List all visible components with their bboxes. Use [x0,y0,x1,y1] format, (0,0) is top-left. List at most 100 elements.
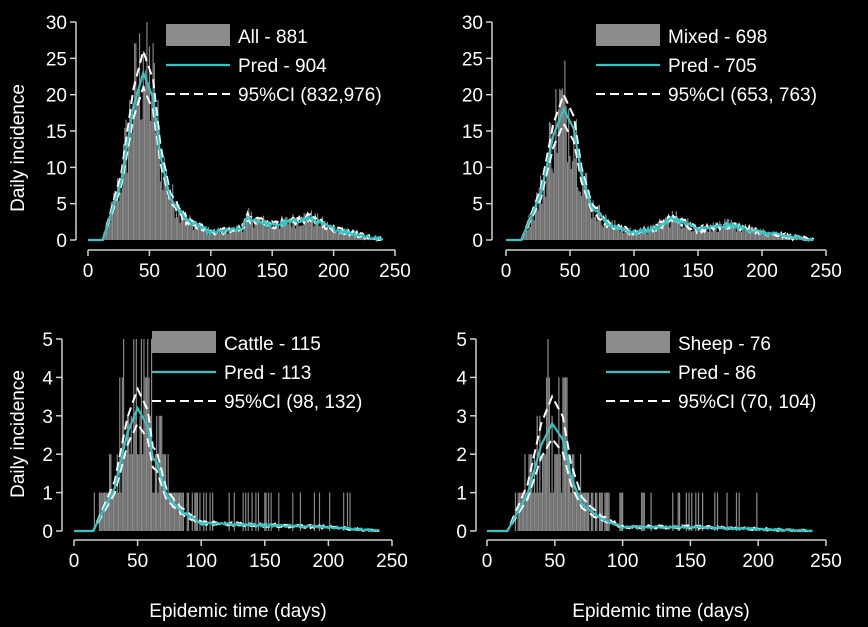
bar [154,454,156,531]
bar [142,454,144,531]
bar [772,231,775,240]
bar [147,82,149,241]
bar [136,97,138,240]
bar [697,492,700,531]
bar [191,219,193,240]
bar [650,224,652,240]
bar [126,415,128,531]
bar [145,70,147,240]
bar [733,222,735,240]
bar [693,230,695,240]
bar [195,492,197,531]
bar [536,415,538,531]
bar [324,221,326,240]
bar [236,225,238,240]
legend: Sheep - 76 Pred - 86 95%CI (70, 104) [606,331,816,413]
bar [261,219,263,240]
bar [131,132,133,240]
bar [182,218,184,240]
y-tick-label: 20 [462,86,483,107]
bar [660,219,662,240]
bar [110,201,112,240]
axes: 0 5 10 15 20 25 30 0 50 100 150 200 250 [462,13,842,282]
bar [318,226,320,240]
bar [288,221,290,240]
bar [565,105,567,241]
bar [794,237,796,240]
bar [556,454,559,531]
bar [594,492,597,531]
bar [624,227,626,240]
bar [763,234,766,240]
bar [770,235,772,240]
bar [566,162,569,240]
bar [765,233,767,240]
bar [761,230,763,240]
bar [143,85,146,240]
bar [688,223,690,240]
bar [769,232,771,240]
bar [577,186,579,240]
bar [612,226,615,240]
legend-entry: 95%CI (653, 763) [668,85,817,106]
bar [762,233,764,240]
bar [674,219,676,240]
bar [264,219,266,240]
bar [286,216,288,240]
bar [555,454,557,531]
bar [297,221,299,240]
bar [672,492,674,531]
bar [644,232,647,240]
bar [598,204,601,240]
bar [544,454,546,531]
legend-swatch-bars [152,331,216,353]
x-tick-label: 250 [810,261,842,282]
bar [168,492,170,531]
bar [598,492,601,531]
bar [720,223,722,240]
bar [560,492,563,531]
bar [656,230,658,240]
bar [183,217,185,240]
bar [346,492,349,531]
bar [528,214,530,240]
bar [585,492,587,531]
x-tick-label: 150 [249,551,281,572]
bar [557,109,560,240]
bar [157,492,159,531]
bar [607,492,609,531]
x-tick-label: 250 [379,261,411,282]
bar [344,232,346,240]
y-tick-label: 0 [56,231,67,252]
bar [242,492,244,531]
bar [326,221,329,240]
y-tick-label: 5 [456,330,467,351]
bar [175,212,177,240]
bar [728,218,730,240]
bar [691,492,693,531]
bar [731,222,734,240]
bar [140,339,142,531]
bar [738,492,740,531]
bar [651,226,653,240]
bar [194,222,196,240]
bar [255,492,257,531]
bar [710,226,712,240]
bar [119,178,121,240]
bar [520,492,522,531]
bar [608,492,610,531]
x-tick-label: 250 [376,551,408,572]
bar [124,127,126,240]
bar [129,100,131,240]
bar [317,213,319,240]
bar [124,454,126,531]
bar [675,211,677,240]
bar [706,230,708,240]
legend-swatch-bars [606,331,670,353]
bar [533,220,535,240]
bar [581,492,583,531]
bar [349,233,351,240]
bar [240,229,243,240]
bar [539,415,541,531]
